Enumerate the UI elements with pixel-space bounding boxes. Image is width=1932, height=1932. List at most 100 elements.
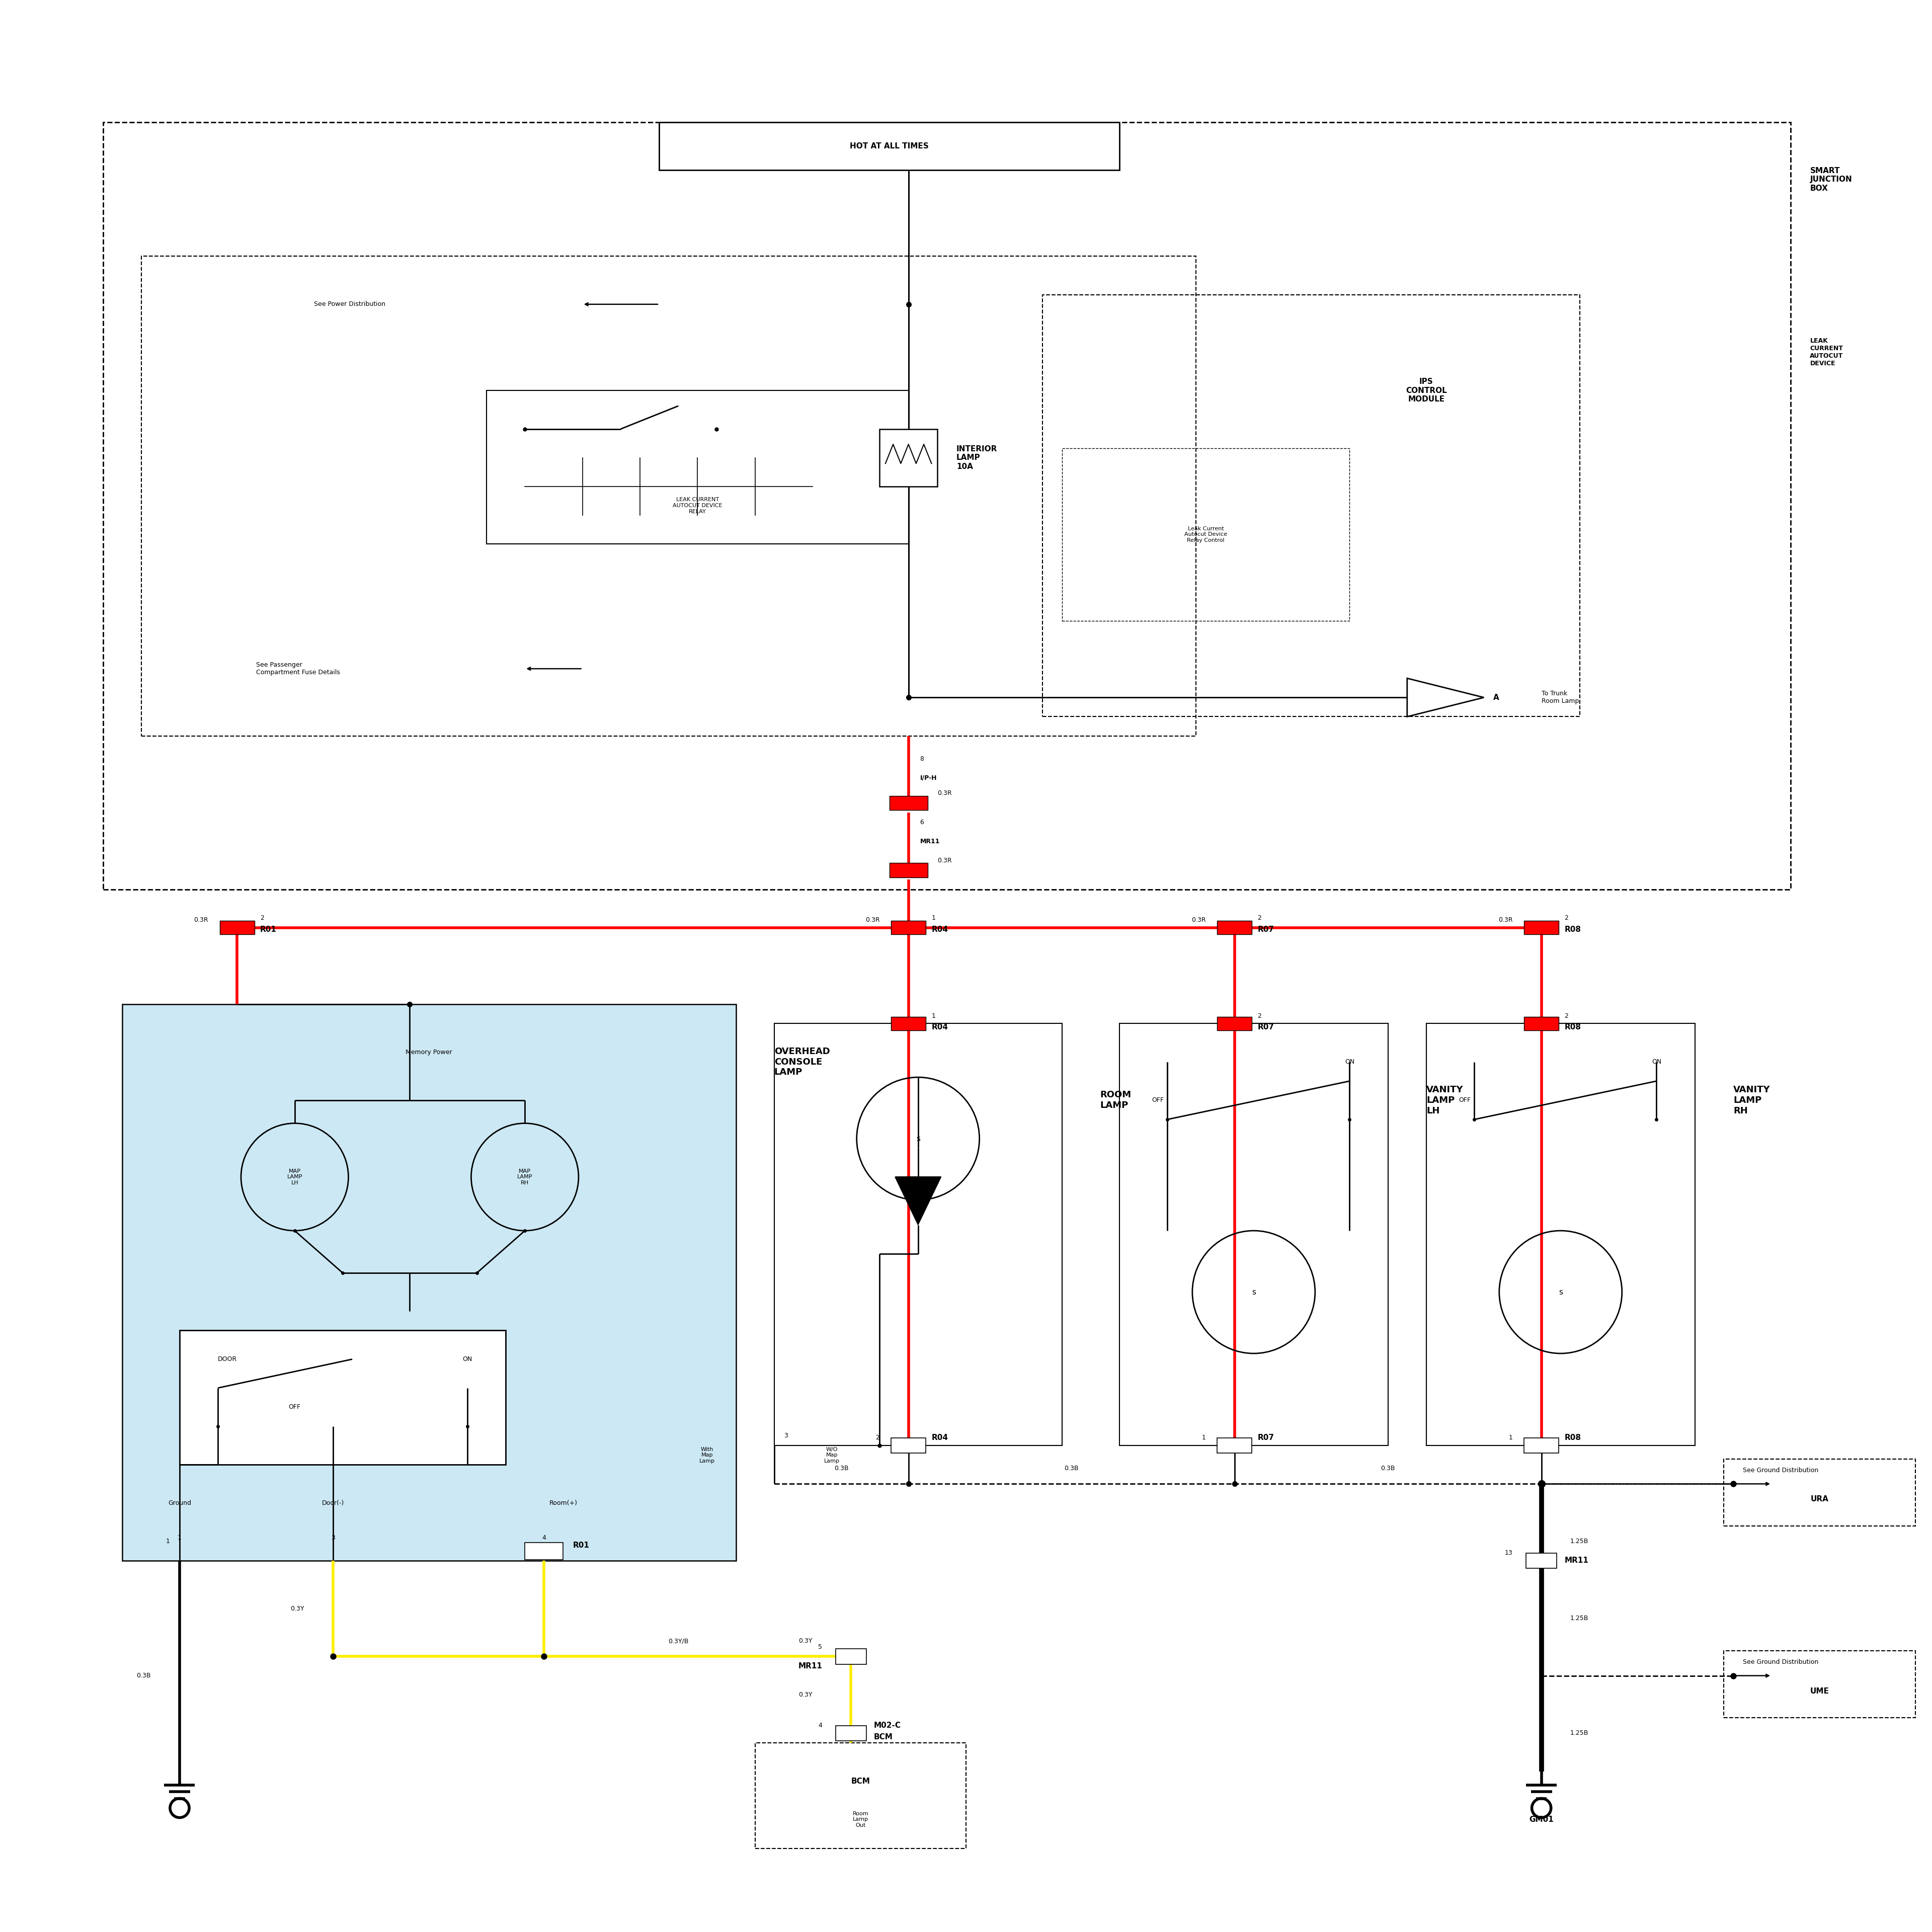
Text: 1.25B: 1.25B <box>1571 1729 1588 1737</box>
Bar <box>879 429 937 487</box>
Text: 2: 2 <box>875 1435 879 1441</box>
Bar <box>122 1005 736 1561</box>
Text: R07: R07 <box>1258 1434 1273 1441</box>
Text: INTERIOR
LAMP
10A: INTERIOR LAMP 10A <box>956 444 997 469</box>
Text: s: s <box>916 1134 920 1142</box>
Text: GM01: GM01 <box>1528 1816 1553 1824</box>
Text: M02-C: M02-C <box>873 1721 900 1729</box>
Text: R01: R01 <box>572 1542 589 1549</box>
Text: W/O
Map
Lamp: W/O Map Lamp <box>823 1447 840 1463</box>
Text: 0.3Y: 0.3Y <box>798 1638 813 1644</box>
Text: 0.3B: 0.3B <box>1065 1464 1078 1472</box>
Bar <box>1043 296 1580 717</box>
Text: 1.25B: 1.25B <box>1571 1615 1588 1621</box>
Text: 13: 13 <box>1505 1549 1513 1555</box>
Text: R04: R04 <box>931 1434 949 1441</box>
Bar <box>526 1542 564 1559</box>
Bar <box>775 1024 1063 1445</box>
Text: 2: 2 <box>1258 1012 1262 1020</box>
Text: 6: 6 <box>920 819 923 825</box>
Bar <box>1723 1650 1915 1718</box>
Text: R07: R07 <box>1258 1024 1273 1032</box>
Text: SMART
JUNCTION
BOX: SMART JUNCTION BOX <box>1810 166 1853 191</box>
Text: MAP
LAMP
LH: MAP LAMP LH <box>288 1169 303 1186</box>
Bar <box>1217 1437 1252 1453</box>
Text: 0.3Y: 0.3Y <box>798 1692 813 1698</box>
Text: URA: URA <box>1810 1495 1828 1503</box>
Text: 2: 2 <box>1258 914 1262 922</box>
Text: 0.3R: 0.3R <box>866 916 879 923</box>
Text: IPS
CONTROL
MODULE: IPS CONTROL MODULE <box>1406 379 1447 404</box>
Text: See Passenger
Compartment Fuse Details: See Passenger Compartment Fuse Details <box>257 661 340 676</box>
Text: MAP
LAMP
RH: MAP LAMP RH <box>518 1169 533 1186</box>
Text: 1: 1 <box>931 914 935 922</box>
Text: 2: 2 <box>1565 914 1569 922</box>
Text: To Trunk
Room Lamp: To Trunk Room Lamp <box>1542 690 1578 705</box>
Bar <box>220 922 255 935</box>
Text: ON: ON <box>462 1356 471 1362</box>
Polygon shape <box>1406 678 1484 717</box>
Text: 0.3R: 0.3R <box>1192 916 1206 923</box>
Text: See Ground Distribution: See Ground Distribution <box>1743 1466 1818 1474</box>
Text: Leak Current
Autocut Device
Relay Control: Leak Current Autocut Device Relay Contro… <box>1184 526 1227 543</box>
Text: 0.3R: 0.3R <box>937 858 952 864</box>
Text: A: A <box>1493 694 1499 701</box>
Text: OVERHEAD
CONSOLE
LAMP: OVERHEAD CONSOLE LAMP <box>775 1047 831 1076</box>
Text: 2: 2 <box>1565 1012 1569 1020</box>
Text: ROOM
LAMP: ROOM LAMP <box>1099 1090 1132 1111</box>
Polygon shape <box>895 1177 941 1225</box>
Text: 0.3R: 0.3R <box>1497 916 1513 923</box>
Text: Room
Lamp
Out: Room Lamp Out <box>852 1810 869 1828</box>
Text: VANITY
LAMP
RH: VANITY LAMP RH <box>1733 1086 1770 1115</box>
Text: BCM: BCM <box>873 1733 893 1741</box>
Text: R08: R08 <box>1565 1024 1580 1032</box>
Text: ON: ON <box>1345 1059 1354 1065</box>
Text: s: s <box>1559 1289 1563 1296</box>
Text: OFF: OFF <box>1151 1097 1163 1103</box>
Text: R04: R04 <box>931 925 949 933</box>
Text: 0.3Y: 0.3Y <box>290 1605 303 1611</box>
Text: 4: 4 <box>543 1534 547 1542</box>
Text: 2: 2 <box>261 914 265 922</box>
Text: Ground: Ground <box>168 1499 191 1507</box>
Text: Memory Power: Memory Power <box>406 1049 452 1055</box>
Bar <box>1526 1553 1557 1569</box>
Text: ON: ON <box>1652 1059 1662 1065</box>
Text: R08: R08 <box>1565 925 1580 933</box>
Bar <box>835 1725 866 1741</box>
Bar <box>835 1648 866 1663</box>
Text: 1: 1 <box>931 1012 935 1020</box>
Text: See Ground Distribution: See Ground Distribution <box>1743 1660 1818 1665</box>
Text: 1: 1 <box>166 1538 170 1546</box>
Bar <box>889 864 927 877</box>
Bar <box>891 1016 925 1030</box>
Bar <box>1217 922 1252 935</box>
Text: s: s <box>1252 1289 1256 1296</box>
Text: 3: 3 <box>330 1534 334 1542</box>
Bar <box>141 257 1196 736</box>
Bar <box>180 1331 506 1464</box>
Bar <box>1063 448 1350 620</box>
Text: R08: R08 <box>1565 1434 1580 1441</box>
Bar <box>1524 1016 1559 1030</box>
Text: MR11: MR11 <box>798 1662 823 1669</box>
Text: MR11: MR11 <box>920 838 939 844</box>
Text: 3: 3 <box>784 1434 788 1439</box>
Bar <box>1119 1024 1387 1445</box>
Text: R07: R07 <box>1258 925 1273 933</box>
Text: R04: R04 <box>931 1024 949 1032</box>
Bar <box>1723 1459 1915 1526</box>
Text: 0.3B: 0.3B <box>835 1464 848 1472</box>
Bar <box>755 1743 966 1849</box>
Bar <box>487 390 908 545</box>
Text: 0.3B: 0.3B <box>137 1673 151 1679</box>
Text: 1.25B: 1.25B <box>1571 1538 1588 1546</box>
Text: 1: 1 <box>1509 1435 1513 1441</box>
Bar <box>1426 1024 1694 1445</box>
Text: VANITY
LAMP
LH: VANITY LAMP LH <box>1426 1086 1463 1115</box>
Bar <box>1217 1016 1252 1030</box>
Text: LEAK CURRENT
AUTOCUT DEVICE
RELAY: LEAK CURRENT AUTOCUT DEVICE RELAY <box>672 497 723 514</box>
Text: 0.3B: 0.3B <box>1381 1464 1395 1472</box>
Text: R01: R01 <box>261 925 276 933</box>
Text: Room(+): Room(+) <box>549 1499 578 1507</box>
